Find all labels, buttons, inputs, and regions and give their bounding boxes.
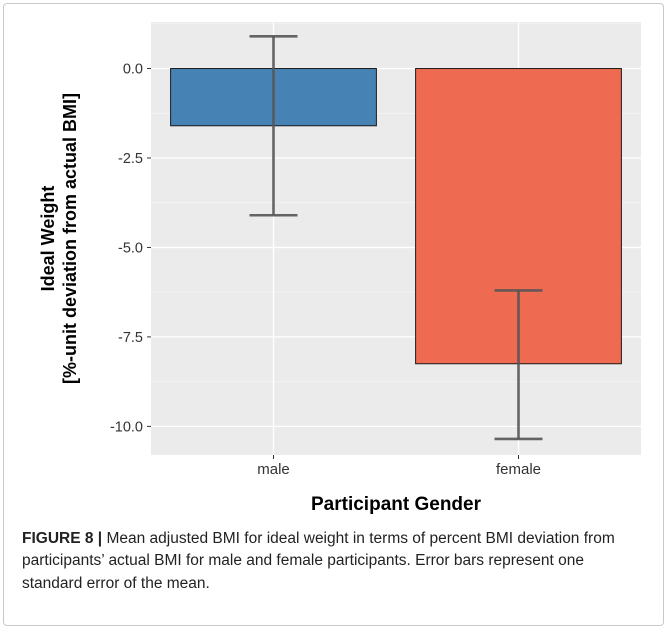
y-tick-label: -5.0 (118, 240, 143, 256)
y-tick-label: -10.0 (110, 419, 143, 435)
y-axis: 0.0 -2.5 -5.0 -7.5 -10.0 (110, 62, 151, 435)
x-axis: male female (257, 455, 541, 478)
error-bars (249, 35, 543, 441)
x-tick-label: female (496, 461, 541, 478)
y-axis-title-line1: Ideal Weight (38, 186, 58, 292)
y-tick-label: 0.0 (123, 62, 143, 78)
y-axis-title-line2: [%-unit deviation from actual BMI] (60, 93, 80, 384)
x-axis-title: Participant Gender (311, 494, 482, 515)
caption-text: Mean adjusted BMI for ideal weight in te… (22, 530, 615, 592)
error-bar-male (249, 35, 298, 217)
x-tick-label: male (257, 461, 290, 478)
figure-label: FIGURE 8 | (22, 530, 103, 547)
y-tick-label: -7.5 (118, 330, 143, 346)
error-bar-female (494, 289, 543, 441)
figure-caption: FIGURE 8 | Mean adjusted BMI for ideal w… (22, 528, 637, 595)
y-tick-label: -2.5 (118, 151, 143, 167)
bar-chart: 0.0 -2.5 -5.0 -7.5 -10.0 male female Particip… (38, 22, 641, 515)
